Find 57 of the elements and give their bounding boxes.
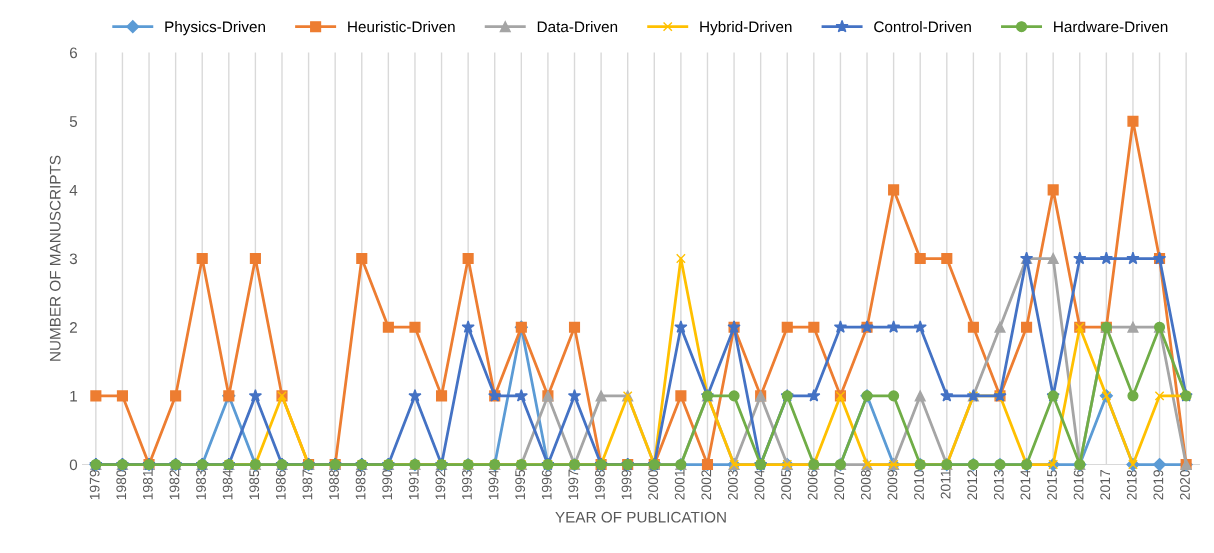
x-tick-label: 1990 [382, 469, 393, 500]
x-tick-label: 1984 [222, 469, 233, 500]
x-tick-label: 1986 [275, 469, 286, 500]
y-tick-label: 1 [70, 390, 77, 402]
y-tick-label: 0 [69, 459, 78, 471]
x-tick-label: 2008 [860, 469, 871, 500]
x-tick-label: 1997 [568, 470, 579, 500]
y-tick-label: 5 [69, 116, 78, 127]
x-tick-label: 2014 [1020, 469, 1031, 500]
x-tick-label: 1982 [169, 470, 180, 500]
y-tick-label: 4 [69, 184, 78, 196]
x-tick-label: 2003 [727, 469, 738, 500]
x-tick-label: 2006 [807, 469, 818, 500]
x-tick-label: 1979 [89, 470, 100, 500]
y-tick-label: 2 [69, 322, 77, 333]
legend-label: Heuristic-Driven [348, 20, 455, 33]
y-axis-title: NUMBER OF MANUSCRIPTS [49, 155, 61, 361]
x-tick-label: 1993 [462, 469, 472, 500]
y-tick-label: 3 [69, 253, 78, 265]
legend-label: Data-Driven [537, 20, 618, 33]
x-tick-label: 1989 [355, 470, 366, 500]
y-tick-label: 6 [69, 47, 78, 59]
x-tick-label: 1981 [142, 470, 153, 500]
legend-label: Hybrid-Driven [700, 20, 792, 36]
x-tick-label: 2005 [781, 469, 791, 500]
x-tick-label: 2007 [834, 470, 845, 500]
x-tick-label: 1991 [408, 470, 419, 500]
x-tick-label: 1983 [196, 469, 206, 500]
x-tick-label: 2000 [648, 469, 659, 500]
x-tick-label: 2012 [967, 470, 978, 500]
x-tick-label: 2017 [1100, 470, 1111, 500]
x-tick-label: 1994 [488, 469, 499, 500]
x-tick-label: 2010 [914, 469, 924, 500]
x-tick-label: 1988 [329, 469, 339, 500]
x-tick-label: 1996 [541, 469, 552, 500]
x-tick-label: 2004 [754, 469, 765, 500]
x-tick-label: 2011 [940, 470, 951, 499]
x-tick-label: 2015 [1047, 469, 1057, 500]
x-tick-label: 1999 [621, 470, 632, 500]
x-tick-label: 1998 [595, 469, 605, 500]
x-tick-label: 1995 [515, 469, 526, 500]
x-tick-label: 2009 [887, 470, 898, 500]
legend-label: Physics-Driven [165, 20, 265, 36]
x-axis-title: YEAR OF PUBLICATION [555, 511, 726, 523]
x-tick-label: 2018 [1126, 469, 1137, 500]
x-tick-label: 2019 [1153, 470, 1164, 500]
x-tick-label: 1980 [116, 469, 127, 500]
legend-label: Hardware-Driven [1054, 20, 1168, 33]
x-tick-label: 1987 [302, 470, 313, 500]
x-tick-label: 2001 [674, 470, 685, 500]
legend-label: Control-Driven [874, 20, 971, 33]
x-tick-label: 1992 [435, 470, 446, 500]
x-tick-label: 2013 [993, 469, 1004, 500]
x-tick-label: 2002 [701, 470, 712, 500]
x-tick-label: 2016 [1073, 469, 1084, 500]
x-tick-label: 1985 [249, 469, 260, 500]
x-tick-label: 2020 [1180, 469, 1190, 500]
